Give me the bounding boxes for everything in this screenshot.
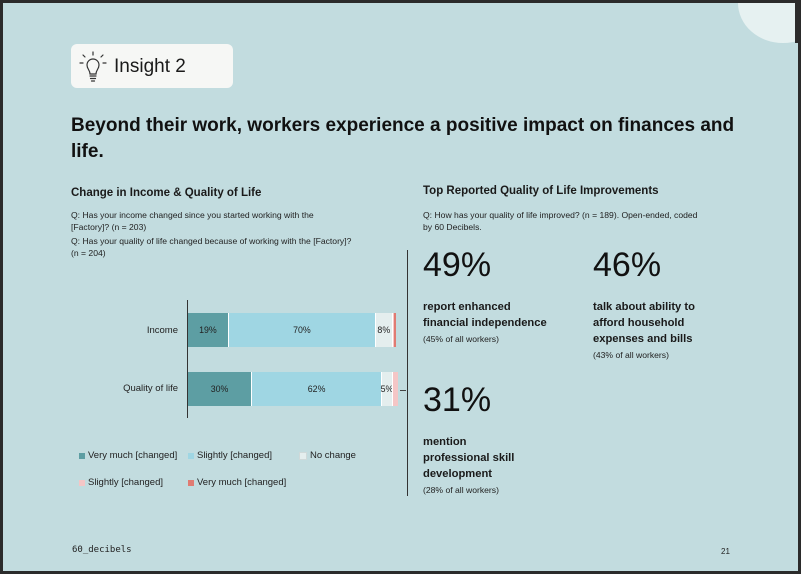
legend-label: Very much [changed] (88, 450, 178, 461)
bar-segment: 70% (227, 313, 375, 347)
left-section-title: Change in Income & Quality of Life (71, 187, 262, 199)
bar-segment (391, 313, 394, 347)
bar-segment: 19% (188, 313, 228, 347)
page-number: 21 (721, 547, 730, 556)
stat-description: report enhanced financial independence (423, 301, 547, 329)
improvement-question: Q: How has your quality of life improved… (423, 210, 698, 220)
bar-segment: 62% (251, 372, 382, 406)
stat-subtext: (43% of all workers) (593, 350, 669, 360)
stat-description: talk about ability to afford household e… (593, 301, 695, 345)
legend-swatch (188, 479, 194, 486)
legend-label: Slightly [changed] (197, 450, 272, 461)
stat-subtext: (45% of all workers) (423, 334, 499, 344)
bar-segment: 8% (374, 313, 392, 347)
chart-axis (187, 300, 188, 418)
quality-question: Q: Has your quality of life changed beca… (71, 236, 352, 246)
income-question: Q: Has your income changed since you sta… (71, 210, 314, 220)
right-section-title: Top Reported Quality of Life Improvement… (423, 185, 659, 197)
stat-subtext: (28% of all workers) (423, 485, 499, 495)
slide: Insight 2 Beyond their work, workers exp… (3, 3, 798, 571)
legend-label: No change (310, 450, 356, 461)
headline: Beyond their work, workers experience a … (71, 115, 735, 162)
insight-label: Insight 2 (114, 56, 186, 77)
stat-description: mention professional skill development (423, 436, 515, 480)
bar-segment (393, 313, 396, 347)
improvement-question-coding: by 60 Decibels. (423, 222, 482, 232)
legend-item-very-much-changed-negative: Very much [changed] (188, 477, 286, 488)
chart-tick (400, 390, 406, 391)
income-question-n: [Factory]? (n = 203) (71, 222, 147, 232)
legend-item-slightly-changed-negative: Slightly [changed] (79, 477, 163, 488)
legend-swatch (299, 451, 307, 460)
legend-swatch (79, 452, 85, 459)
section-divider (407, 250, 408, 496)
lightbulb-icon (79, 51, 107, 82)
legend-swatch (188, 452, 194, 459)
legend-item-no-change: No change (299, 450, 356, 461)
footer-logo: 60_decibels (72, 545, 132, 555)
stat-value: 31% (423, 381, 492, 419)
legend-label: Very much [changed] (197, 477, 287, 488)
category-label-quality: Quality of life (123, 383, 178, 394)
stat-value: 46% (593, 246, 662, 284)
corner-decoration (738, 3, 798, 43)
legend-label: Slightly [changed] (88, 477, 163, 488)
corner-frame (795, 3, 798, 43)
category-label-income: Income (146, 325, 178, 336)
legend-swatch (79, 479, 85, 486)
quality-question-n: (n = 204) (71, 248, 106, 258)
legend-item-slightly-changed: Slightly [changed] (188, 450, 272, 461)
stat-value: 49% (423, 246, 492, 284)
bar-segment: 30% (188, 372, 251, 406)
insight-badge: Insight 2 (71, 44, 233, 88)
bar-segment (391, 372, 398, 406)
legend-item-very-much-changed: Very much [changed] (79, 450, 177, 461)
bar-segment: 5% (381, 372, 393, 406)
